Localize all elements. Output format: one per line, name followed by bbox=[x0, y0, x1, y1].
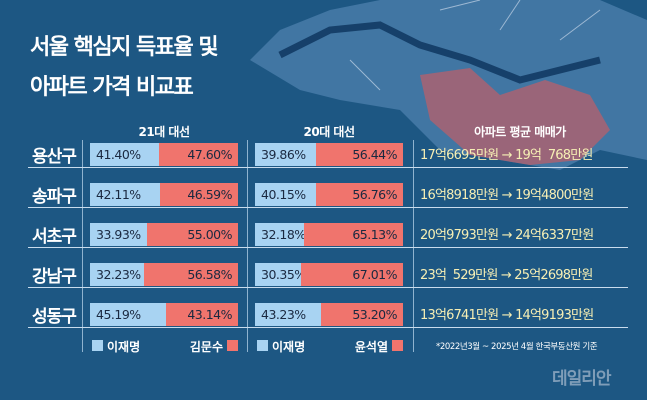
price-change: 16억8918만원 → 19억4800만원 bbox=[420, 188, 594, 203]
price-change: 17억6695만원 → 19억 768만원 bbox=[420, 148, 593, 163]
row-underline bbox=[28, 207, 628, 208]
divider bbox=[247, 140, 248, 352]
table-row: 송파구 42.11% 46.59% 40.15% 56.76% 16억8918만… bbox=[0, 180, 647, 210]
vote-bar: 32.23% 56.58% bbox=[90, 263, 238, 286]
vote-bar: 40.15% 56.76% bbox=[255, 183, 403, 206]
legend-label: 김문수 bbox=[189, 340, 223, 354]
vote-bar: 43.23% 53.20% bbox=[255, 303, 403, 326]
price-change: 23억 529만원 → 25억2698만원 bbox=[420, 268, 593, 283]
vote-bar: 41.40% 47.60% bbox=[90, 143, 238, 166]
price-change: 20억9793만원 → 24억6337만원 bbox=[420, 228, 594, 243]
bar-lee: 32.23% bbox=[90, 263, 144, 286]
district-label: 성동구 bbox=[32, 307, 77, 327]
header-election21: 21대 대선 bbox=[138, 125, 191, 139]
bar-kim: 56.58% bbox=[143, 263, 238, 286]
table-row: 강남구 32.23% 56.58% 30.35% 67.01% 23억 529만… bbox=[0, 260, 647, 290]
bar-yoon: 53.20% bbox=[321, 303, 403, 326]
legend-item-lee: 이재명 bbox=[257, 338, 305, 355]
title-line-1: 서울 핵심지 득표율 및 bbox=[30, 35, 219, 60]
row-underline bbox=[28, 327, 628, 328]
bar-kim: 46.59% bbox=[160, 183, 238, 206]
row-underline bbox=[28, 167, 628, 168]
vote-bar: 42.11% 46.59% bbox=[90, 183, 238, 206]
bar-lee: 39.86% bbox=[255, 143, 317, 166]
header-election20: 20대 대선 bbox=[303, 125, 356, 139]
bar-lee: 45.19% bbox=[90, 303, 166, 326]
divider bbox=[413, 140, 414, 352]
header-price: 아파트 평균 매매가 bbox=[474, 125, 566, 139]
bar-yoon: 65.13% bbox=[303, 223, 403, 246]
bar-yoon: 56.76% bbox=[316, 183, 403, 206]
title-line-2: 아파트 가격 비교표 bbox=[30, 75, 194, 100]
row-underline bbox=[28, 287, 628, 288]
bar-lee: 41.40% bbox=[90, 143, 159, 166]
legend-election20: 이재명 윤석열 bbox=[257, 338, 403, 355]
bar-lee: 30.35% bbox=[255, 263, 306, 286]
legend-item-yoon: 윤석열 bbox=[355, 338, 403, 355]
legend-item-kim: 김문수 bbox=[190, 338, 238, 355]
legend-swatch bbox=[92, 340, 103, 351]
district-label: 강남구 bbox=[32, 267, 77, 287]
bar-lee: 42.11% bbox=[90, 183, 161, 206]
legend-label: 이재명 bbox=[107, 340, 141, 354]
price-change: 13억6741만원 → 14억9193만원 bbox=[420, 308, 594, 323]
row-underline bbox=[28, 247, 628, 248]
bar-lee: 33.93% bbox=[90, 223, 147, 246]
bar-lee: 43.23% bbox=[255, 303, 322, 326]
legend-election21: 이재명 김문수 bbox=[92, 338, 238, 355]
district-label: 송파구 bbox=[32, 187, 77, 207]
footnote: *2022년3월 ~ 2025년 4월 한국부동산원 기준 bbox=[436, 342, 598, 352]
legend-item-lee: 이재명 bbox=[92, 338, 140, 355]
table-row: 용산구 41.40% 47.60% 39.86% 56.44% 17억6695만… bbox=[0, 140, 647, 170]
bar-kim: 55.00% bbox=[146, 223, 238, 246]
vote-bar: 33.93% 55.00% bbox=[90, 223, 238, 246]
vote-bar: 30.35% 67.01% bbox=[255, 263, 403, 286]
logo: 데일리안 bbox=[552, 369, 612, 389]
district-label: 용산구 bbox=[32, 147, 77, 167]
bar-yoon: 56.44% bbox=[316, 143, 403, 166]
divider bbox=[82, 140, 83, 352]
page-title: 서울 핵심지 득표율 및 아파트 가격 비교표 bbox=[30, 28, 219, 108]
legend-label: 윤석열 bbox=[354, 340, 388, 354]
legend-label: 이재명 bbox=[272, 340, 306, 354]
legend-swatch bbox=[227, 340, 238, 351]
district-label: 서초구 bbox=[32, 227, 77, 247]
vote-bar: 39.86% 56.44% bbox=[255, 143, 403, 166]
legend-swatch bbox=[257, 340, 268, 351]
table-row: 성동구 45.19% 43.14% 43.23% 53.20% 13억6741만… bbox=[0, 300, 647, 330]
legend-swatch bbox=[392, 340, 403, 351]
vote-bar: 45.19% 43.14% bbox=[90, 303, 238, 326]
bar-kim: 47.60% bbox=[158, 143, 238, 166]
table-row: 서초구 33.93% 55.00% 32.18% 65.13% 20억9793만… bbox=[0, 220, 647, 250]
bar-lee: 32.18% bbox=[255, 223, 306, 246]
vote-bar: 32.18% 65.13% bbox=[255, 223, 403, 246]
bar-kim: 43.14% bbox=[165, 303, 238, 326]
bar-yoon: 67.01% bbox=[301, 263, 403, 286]
bar-lee: 40.15% bbox=[255, 183, 317, 206]
